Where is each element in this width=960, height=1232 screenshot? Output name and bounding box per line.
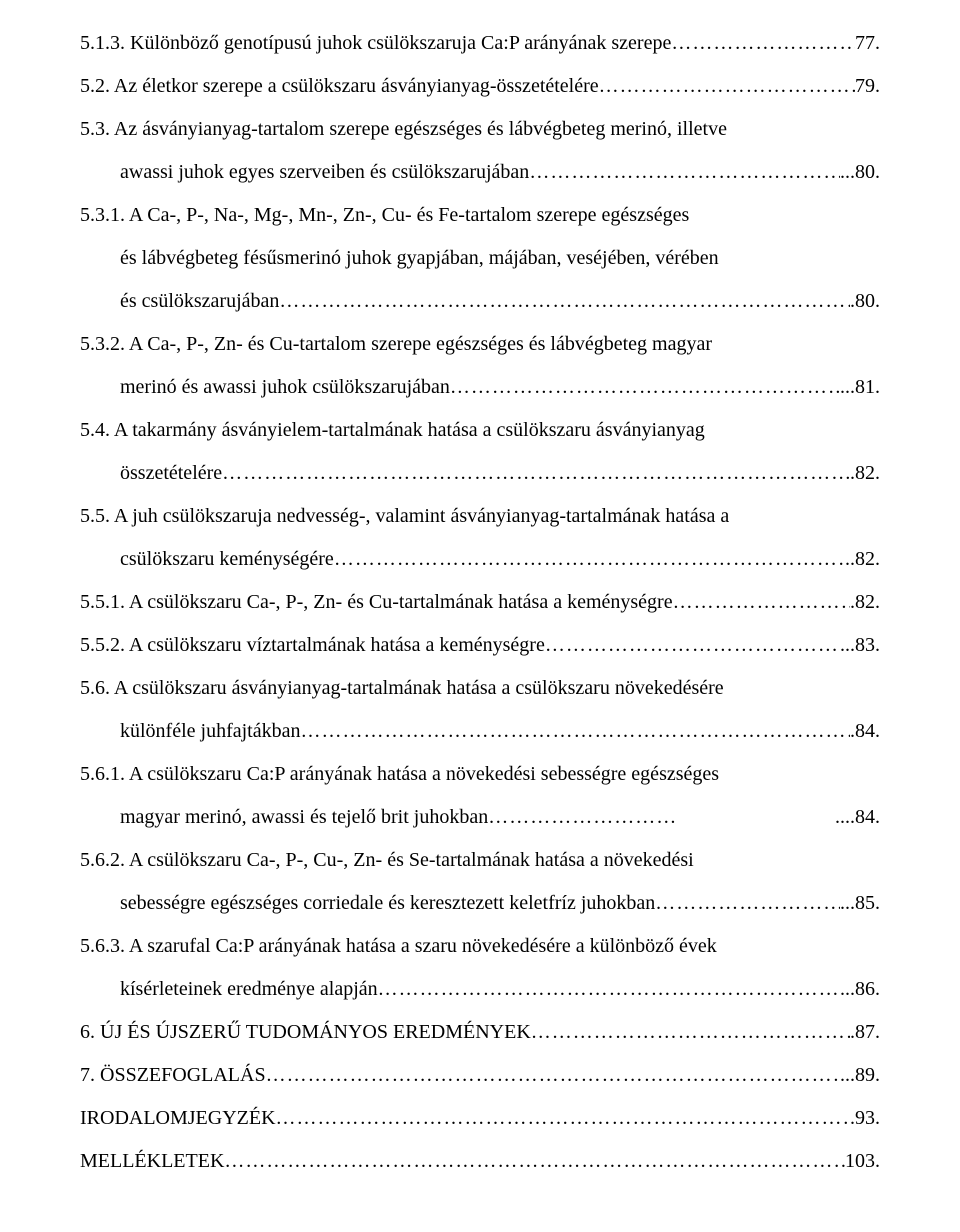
toc-list: 5.1.3. Különböző genotípusú juhok csülök… xyxy=(80,22,880,1183)
toc-page-number: 79. xyxy=(855,65,880,108)
toc-entry: kísérleteinek eredménye alapján ...86. xyxy=(80,968,880,1011)
toc-entry: és lábvégbeteg fésűsmerinó juhok gyapjáb… xyxy=(80,237,880,280)
toc-page-number: .82. xyxy=(850,452,880,495)
toc-entry-label: sebességre egészséges corriedale és kere… xyxy=(120,882,655,925)
toc-entry: 5.5. A juh csülökszaruja nedvesség-, val… xyxy=(80,495,880,538)
toc-leader-dots xyxy=(671,22,855,65)
toc-entry: összetételére .82. xyxy=(80,452,880,495)
toc-entry-label: 5.4. A takarmány ásványielem-tartalmának… xyxy=(80,409,705,452)
toc-entry: merinó és awassi juhok csülökszarujában.… xyxy=(80,366,880,409)
toc-entry: 5.2. Az életkor szerepe a csülökszaru ás… xyxy=(80,65,880,108)
toc-leader-dots xyxy=(655,882,840,925)
toc-entry: 5.3. Az ásványianyag-tartalom szerepe eg… xyxy=(80,108,880,151)
toc-page-number: ...85. xyxy=(840,882,880,925)
toc-entry: 5.3.2. A Ca-, P-, Zn- és Cu-tartalom sze… xyxy=(80,323,880,366)
toc-leader-dots xyxy=(545,624,840,667)
toc-entry: 5.5.2. A csülökszaru víztartalmának hatá… xyxy=(80,624,880,667)
toc-entry-label: és csülökszarujában xyxy=(120,280,279,323)
toc-entry-label: 5.6.2. A csülökszaru Ca-, P-, Cu-, Zn- é… xyxy=(80,839,694,882)
toc-entry-label: MELLÉKLETEK xyxy=(80,1140,224,1183)
toc-leader-dots xyxy=(450,366,840,409)
toc-entry: magyar merinó, awassi és tejelő brit juh… xyxy=(80,796,880,839)
toc-entry: 7. ÖSSZEFOGLALÁS ...89. xyxy=(80,1054,880,1097)
toc-entry: 5.6.2. A csülökszaru Ca-, P-, Cu-, Zn- é… xyxy=(80,839,880,882)
toc-leader-dots xyxy=(378,968,840,1011)
toc-entry-label: 5.1.3. Különböző genotípusú juhok csülök… xyxy=(80,22,671,65)
toc-entry: csülökszaru keménységére ..82. xyxy=(80,538,880,581)
toc-leader-dots xyxy=(599,65,855,108)
toc-entry: awassi juhok egyes szerveiben és csülöks… xyxy=(80,151,880,194)
toc-page-number: .87. xyxy=(850,1011,880,1054)
toc-entry: 5.5.1. A csülökszaru Ca-, P-, Zn- és Cu-… xyxy=(80,581,880,624)
toc-entry-label: kísérleteinek eredménye alapján xyxy=(120,968,378,1011)
toc-page-number: ...89. xyxy=(840,1054,880,1097)
toc-entry-label: awassi juhok egyes szerveiben és csülöks… xyxy=(120,151,529,194)
toc-page-number: ...81. xyxy=(840,366,880,409)
toc-leader-dots xyxy=(279,280,850,323)
toc-leader-dots xyxy=(531,1011,850,1054)
toc-entry: 5.1.3. Különböző genotípusú juhok csülök… xyxy=(80,22,880,65)
toc-entry: 6. ÚJ ÉS ÚJSZERŰ TUDOMÁNYOS EREDMÉNYEK .8… xyxy=(80,1011,880,1054)
toc-page-number: 103. xyxy=(845,1140,880,1183)
toc-entry: 5.4. A takarmány ásványielem-tartalmának… xyxy=(80,409,880,452)
toc-entry-label: magyar merinó, awassi és tejelő brit juh… xyxy=(120,796,488,839)
toc-entry: sebességre egészséges corriedale és kere… xyxy=(80,882,880,925)
toc-leader-dots xyxy=(334,538,845,581)
toc-entry-label: 5.6.3. A szarufal Ca:P arányának hatása … xyxy=(80,925,717,968)
toc-entry-label: IRODALOMJEGYZÉK xyxy=(80,1097,276,1140)
toc-page-number: .93. xyxy=(850,1097,880,1140)
toc-entry-label: különféle juhfajtákban xyxy=(120,710,301,753)
toc-entry: MELLÉKLETEK 103. xyxy=(80,1140,880,1183)
toc-entry: 5.3.1. A Ca-, P-, Na-, Mg-, Mn-, Zn-, Cu… xyxy=(80,194,880,237)
toc-entry-label: 5.6. A csülökszaru ásványianyag-tartalmá… xyxy=(80,667,724,710)
toc-entry: 5.6. A csülökszaru ásványianyag-tartalmá… xyxy=(80,667,880,710)
toc-entry: különféle juhfajtákban .84. xyxy=(80,710,880,753)
toc-page-number: 77. xyxy=(855,22,880,65)
toc-entry-label: 6. ÚJ ÉS ÚJSZERŰ TUDOMÁNYOS EREDMÉNYEK xyxy=(80,1011,531,1054)
toc-leader-dots xyxy=(266,1054,840,1097)
toc-entry-label: 5.3.1. A Ca-, P-, Na-, Mg-, Mn-, Zn-, Cu… xyxy=(80,194,689,237)
toc-page-number: ...86. xyxy=(840,968,880,1011)
toc-entry: 5.6.1. A csülökszaru Ca:P arányának hatá… xyxy=(80,753,880,796)
toc-page: 5.1.3. Különböző genotípusú juhok csülök… xyxy=(0,0,960,1232)
toc-page-number: .80. xyxy=(850,280,880,323)
toc-entry-label: összetételére xyxy=(120,452,222,495)
toc-entry-label: 7. ÖSSZEFOGLALÁS xyxy=(80,1054,266,1097)
toc-leader-dots xyxy=(222,452,850,495)
toc-entry-label: merinó és awassi juhok csülökszarujában xyxy=(120,366,450,409)
toc-entry-label: 5.2. Az életkor szerepe a csülökszaru ás… xyxy=(80,65,599,108)
toc-leader-dots xyxy=(529,151,840,194)
toc-leader-dots xyxy=(673,581,850,624)
toc-leader-dots xyxy=(488,796,835,839)
toc-entry-label: 5.3.2. A Ca-, P-, Zn- és Cu-tartalom sze… xyxy=(80,323,712,366)
toc-page-number: .82. xyxy=(850,581,880,624)
toc-entry-label: 5.5.1. A csülökszaru Ca-, P-, Zn- és Cu-… xyxy=(80,581,673,624)
toc-page-number: ....84. xyxy=(835,796,880,839)
toc-leader-dots xyxy=(301,710,851,753)
toc-leader-dots xyxy=(224,1140,845,1183)
toc-entry-label: 5.3. Az ásványianyag-tartalom szerepe eg… xyxy=(80,108,727,151)
toc-entry-label: 5.5. A juh csülökszaruja nedvesség-, val… xyxy=(80,495,729,538)
toc-page-number: ...83. xyxy=(840,624,880,667)
toc-entry-label: 5.6.1. A csülökszaru Ca:P arányának hatá… xyxy=(80,753,719,796)
toc-entry: és csülökszarujában .80. xyxy=(80,280,880,323)
toc-entry: 5.6.3. A szarufal Ca:P arányának hatása … xyxy=(80,925,880,968)
toc-entry: IRODALOMJEGYZÉK .93. xyxy=(80,1097,880,1140)
toc-leader-dots xyxy=(276,1097,850,1140)
toc-entry-label: és lábvégbeteg fésűsmerinó juhok gyapjáb… xyxy=(120,237,719,280)
toc-page-number: ..82. xyxy=(845,538,880,581)
toc-page-number: .84. xyxy=(850,710,880,753)
toc-page-number: ...80. xyxy=(840,151,880,194)
toc-entry-label: csülökszaru keménységére xyxy=(120,538,334,581)
toc-entry-label: 5.5.2. A csülökszaru víztartalmának hatá… xyxy=(80,624,545,667)
